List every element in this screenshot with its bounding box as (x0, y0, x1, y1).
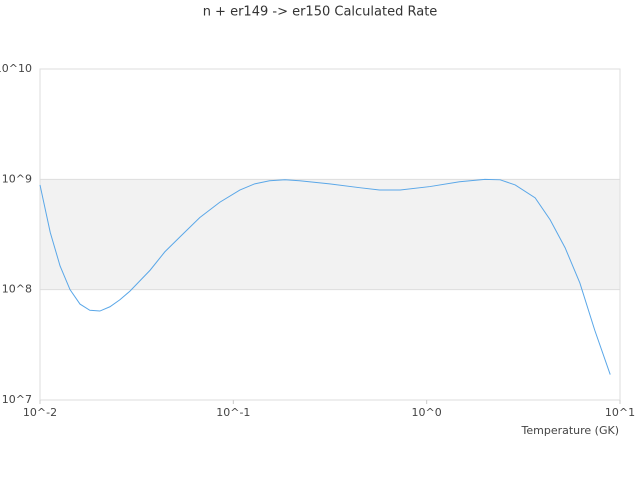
x-axis-title: Temperature (GK) (521, 424, 620, 437)
y-tick-label: 10^7 (2, 393, 32, 406)
x-tick-label: 10^-1 (216, 406, 250, 419)
chart-title: n + er149 -> er150 Calculated Rate (203, 5, 438, 20)
y-tick-label: 10^10 (0, 62, 32, 75)
x-tick-label: 10^1 (605, 406, 635, 419)
data-line (39, 178, 611, 375)
y-tick-label: 10^8 (2, 283, 32, 296)
y-tick-label: 10^9 (2, 172, 32, 185)
x-tick-label: 10^-2 (23, 406, 57, 419)
grid-band (40, 179, 620, 290)
plot-frame (39, 68, 621, 401)
x-tick-label: 10^0 (412, 406, 442, 419)
